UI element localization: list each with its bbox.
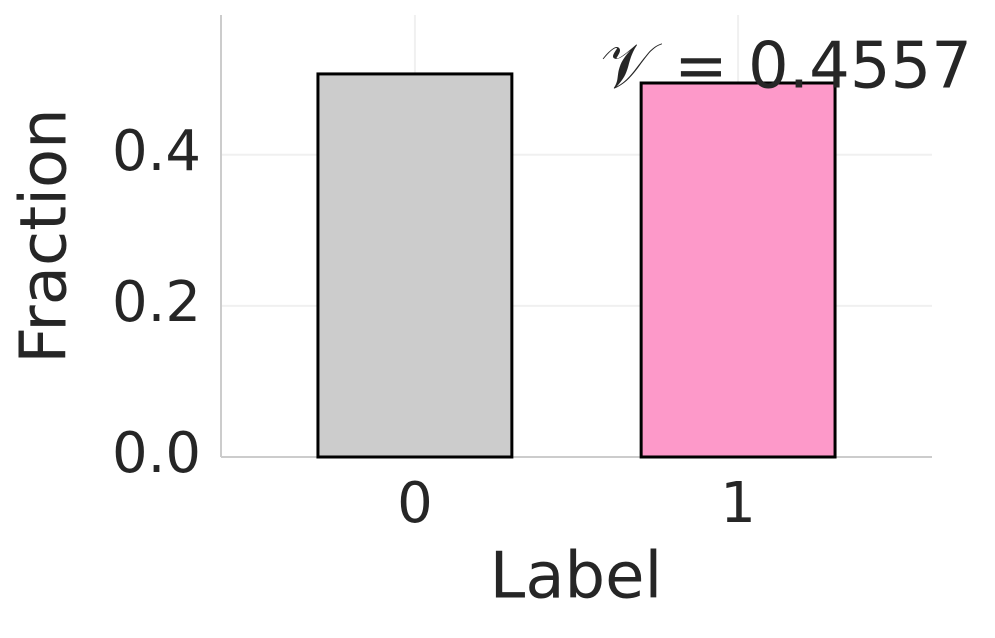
bar bbox=[639, 81, 837, 459]
annotation: 𝒱 = 0.4557 bbox=[600, 30, 972, 104]
y-tick-label: 0.4 bbox=[112, 119, 201, 184]
y-axis-label: Fraction bbox=[8, 108, 82, 363]
y-tick-label: 0.2 bbox=[112, 270, 201, 335]
x-tick-label: 0 bbox=[397, 471, 433, 536]
bar bbox=[316, 72, 514, 459]
x-axis-label: Label bbox=[490, 540, 663, 614]
y-tick-label: 0.0 bbox=[112, 421, 201, 486]
x-tick-label: 1 bbox=[720, 471, 756, 536]
